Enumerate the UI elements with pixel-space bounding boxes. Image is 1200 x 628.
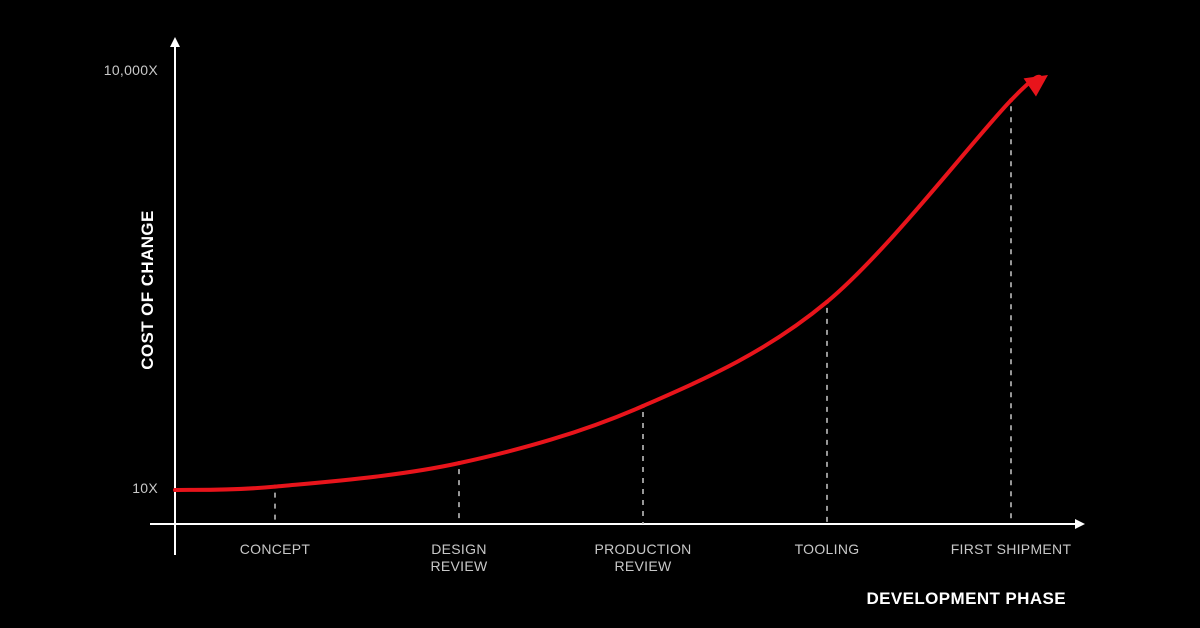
curve-arrowhead (1023, 75, 1048, 97)
y-tick-label-top: 10,000X (104, 62, 159, 78)
data-point-0 (273, 484, 277, 489)
data-point-3 (825, 299, 829, 304)
x-tick-label-4: FIRST SHIPMENT (951, 541, 1072, 557)
drop-lines (274, 106, 1012, 524)
data-point-4 (1009, 98, 1013, 103)
y-tick-label-bottom: 10X (132, 480, 158, 496)
curve-layer (173, 74, 1048, 492)
x-tick-labels: CONCEPT DESIGN REVIEW PRODUCTION REVIEW TOOLI… (240, 541, 1072, 574)
x-tick-label-1: DESIGN REVIEW (430, 541, 488, 574)
x-axis-title: DEVELOPMENT PHASE (867, 589, 1067, 608)
x-tick-label-3: TOOLING (795, 541, 860, 557)
x-tick-label-0: CONCEPT (240, 541, 311, 557)
y-axis-title: COST OF CHANGE (138, 210, 157, 370)
cost-curve (173, 74, 1045, 492)
data-point-1 (457, 461, 461, 466)
x-tick-label-2: PRODUCTION REVIEW (594, 541, 691, 574)
data-point-2 (641, 404, 645, 408)
